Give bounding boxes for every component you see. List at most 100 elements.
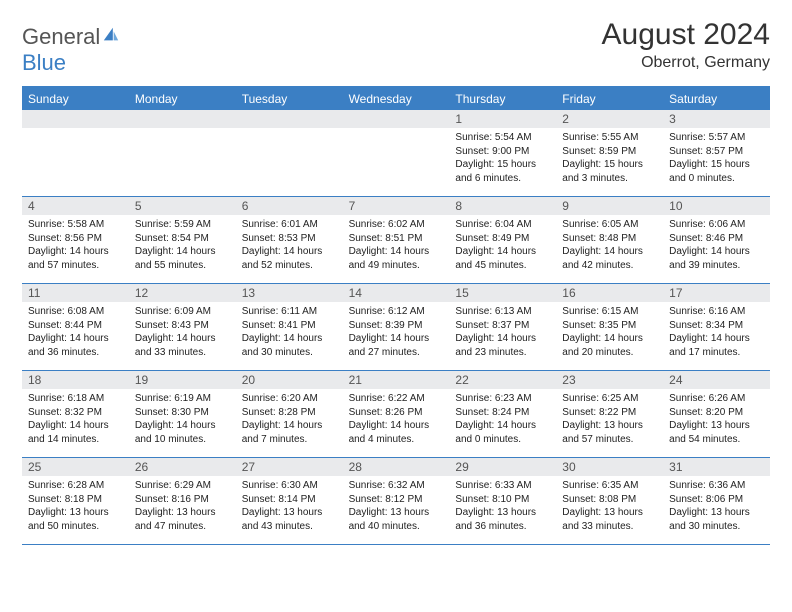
day-number: 26: [129, 458, 236, 476]
day-body: Sunrise: 6:28 AMSunset: 8:18 PMDaylight:…: [22, 476, 129, 537]
day-number: 9: [556, 197, 663, 215]
day-body: Sunrise: 6:30 AMSunset: 8:14 PMDaylight:…: [236, 476, 343, 537]
sunset-text: Sunset: 8:30 PM: [135, 406, 230, 420]
daylight-text: Daylight: 14 hours and 14 minutes.: [28, 419, 123, 446]
dow-wednesday: Wednesday: [343, 88, 450, 110]
day-cell: [22, 110, 129, 196]
day-body: Sunrise: 6:13 AMSunset: 8:37 PMDaylight:…: [449, 302, 556, 363]
day-cell: [129, 110, 236, 196]
day-of-week-header: SundayMondayTuesdayWednesdayThursdayFrid…: [22, 88, 770, 110]
day-body: Sunrise: 6:02 AMSunset: 8:51 PMDaylight:…: [343, 215, 450, 276]
day-body: Sunrise: 6:22 AMSunset: 8:26 PMDaylight:…: [343, 389, 450, 450]
sunrise-text: Sunrise: 6:08 AM: [28, 305, 123, 319]
sunrise-text: Sunrise: 6:06 AM: [669, 218, 764, 232]
day-number: 19: [129, 371, 236, 389]
day-body: Sunrise: 5:59 AMSunset: 8:54 PMDaylight:…: [129, 215, 236, 276]
sunset-text: Sunset: 8:28 PM: [242, 406, 337, 420]
daylight-text: Daylight: 13 hours and 33 minutes.: [562, 506, 657, 533]
day-number: 17: [663, 284, 770, 302]
sunrise-text: Sunrise: 6:19 AM: [135, 392, 230, 406]
sunset-text: Sunset: 8:32 PM: [28, 406, 123, 420]
sunrise-text: Sunrise: 5:59 AM: [135, 218, 230, 232]
sunset-text: Sunset: 8:54 PM: [135, 232, 230, 246]
day-number: 21: [343, 371, 450, 389]
sunrise-text: Sunrise: 6:36 AM: [669, 479, 764, 493]
day-cell: 14Sunrise: 6:12 AMSunset: 8:39 PMDayligh…: [343, 284, 450, 370]
sunset-text: Sunset: 8:12 PM: [349, 493, 444, 507]
day-cell: 31Sunrise: 6:36 AMSunset: 8:06 PMDayligh…: [663, 458, 770, 544]
sunset-text: Sunset: 8:41 PM: [242, 319, 337, 333]
daylight-text: Daylight: 14 hours and 49 minutes.: [349, 245, 444, 272]
day-number: 29: [449, 458, 556, 476]
dow-saturday: Saturday: [663, 88, 770, 110]
sunset-text: Sunset: 8:44 PM: [28, 319, 123, 333]
dow-tuesday: Tuesday: [236, 88, 343, 110]
daylight-text: Daylight: 13 hours and 40 minutes.: [349, 506, 444, 533]
sunset-text: Sunset: 8:56 PM: [28, 232, 123, 246]
day-cell: 17Sunrise: 6:16 AMSunset: 8:34 PMDayligh…: [663, 284, 770, 370]
daylight-text: Daylight: 14 hours and 36 minutes.: [28, 332, 123, 359]
day-cell: 29Sunrise: 6:33 AMSunset: 8:10 PMDayligh…: [449, 458, 556, 544]
daylight-text: Daylight: 15 hours and 3 minutes.: [562, 158, 657, 185]
daylight-text: Daylight: 14 hours and 39 minutes.: [669, 245, 764, 272]
day-body: Sunrise: 6:04 AMSunset: 8:49 PMDaylight:…: [449, 215, 556, 276]
day-number: [236, 110, 343, 128]
day-cell: 21Sunrise: 6:22 AMSunset: 8:26 PMDayligh…: [343, 371, 450, 457]
sunrise-text: Sunrise: 6:25 AM: [562, 392, 657, 406]
day-number: 7: [343, 197, 450, 215]
daylight-text: Daylight: 13 hours and 54 minutes.: [669, 419, 764, 446]
sunrise-text: Sunrise: 6:35 AM: [562, 479, 657, 493]
sunset-text: Sunset: 8:08 PM: [562, 493, 657, 507]
sunrise-text: Sunrise: 6:22 AM: [349, 392, 444, 406]
day-number: 30: [556, 458, 663, 476]
daylight-text: Daylight: 15 hours and 0 minutes.: [669, 158, 764, 185]
day-cell: 7Sunrise: 6:02 AMSunset: 8:51 PMDaylight…: [343, 197, 450, 283]
sunset-text: Sunset: 8:57 PM: [669, 145, 764, 159]
daylight-text: Daylight: 14 hours and 33 minutes.: [135, 332, 230, 359]
dow-monday: Monday: [129, 88, 236, 110]
sunset-text: Sunset: 8:43 PM: [135, 319, 230, 333]
dow-friday: Friday: [556, 88, 663, 110]
sunrise-text: Sunrise: 6:16 AM: [669, 305, 764, 319]
sunrise-text: Sunrise: 5:58 AM: [28, 218, 123, 232]
sunset-text: Sunset: 8:59 PM: [562, 145, 657, 159]
day-cell: 18 Sunrise: 6:18 AMSunset: 8:32 PMDayligh…: [22, 371, 129, 457]
sunrise-text: Sunrise: 6:12 AM: [349, 305, 444, 319]
day-number: 6: [236, 197, 343, 215]
day-cell: 22Sunrise: 6:23 AMSunset: 8:24 PMDayligh…: [449, 371, 556, 457]
day-cell: 12Sunrise: 6:09 AMSunset: 8:43 PMDayligh…: [129, 284, 236, 370]
day-body: Sunrise: 6:11 AMSunset: 8:41 PMDaylight:…: [236, 302, 343, 363]
day-body: Sunrise: 6:06 AMSunset: 8:46 PMDaylight:…: [663, 215, 770, 276]
daylight-text: Daylight: 14 hours and 27 minutes.: [349, 332, 444, 359]
sunset-text: Sunset: 8:22 PM: [562, 406, 657, 420]
sunrise-text: Sunrise: 6:18 AM: [28, 392, 123, 406]
day-number: 25: [22, 458, 129, 476]
sunrise-text: Sunrise: 6:26 AM: [669, 392, 764, 406]
day-number: 24: [663, 371, 770, 389]
daylight-text: Daylight: 15 hours and 6 minutes.: [455, 158, 550, 185]
sunset-text: Sunset: 8:18 PM: [28, 493, 123, 507]
day-cell: 1Sunrise: 5:54 AMSunset: 9:00 PMDaylight…: [449, 110, 556, 196]
sunset-text: Sunset: 8:51 PM: [349, 232, 444, 246]
sunset-text: Sunset: 8:24 PM: [455, 406, 550, 420]
day-body: Sunrise: 5:55 AMSunset: 8:59 PMDaylight:…: [556, 128, 663, 189]
day-cell: 20Sunrise: 6:20 AMSunset: 8:28 PMDayligh…: [236, 371, 343, 457]
day-number: 15: [449, 284, 556, 302]
sunrise-text: Sunrise: 6:15 AM: [562, 305, 657, 319]
daylight-text: Daylight: 14 hours and 17 minutes.: [669, 332, 764, 359]
day-number: 18: [22, 371, 129, 389]
day-cell: 30 Sunrise: 6:35 AMSunset: 8:08 PMDayligh…: [556, 458, 663, 544]
sunset-text: Sunset: 8:53 PM: [242, 232, 337, 246]
sail-icon: [102, 26, 120, 44]
day-cell: 15Sunrise: 6:13 AMSunset: 8:37 PMDayligh…: [449, 284, 556, 370]
sunrise-text: Sunrise: 5:57 AM: [669, 131, 764, 145]
header: General Blue August 2024 Oberrot, German…: [22, 18, 770, 76]
day-number: 1: [449, 110, 556, 128]
month-title: August 2024: [602, 18, 770, 52]
day-number: 10: [663, 197, 770, 215]
sunset-text: Sunset: 8:26 PM: [349, 406, 444, 420]
week-row: 11Sunrise: 6:08 AMSunset: 8:44 PMDayligh…: [22, 284, 770, 371]
sunrise-text: Sunrise: 6:13 AM: [455, 305, 550, 319]
daylight-text: Daylight: 14 hours and 10 minutes.: [135, 419, 230, 446]
week-row: 18Sunrise: 6:18 AMSunset: 8:32 PMDayligh…: [22, 371, 770, 458]
